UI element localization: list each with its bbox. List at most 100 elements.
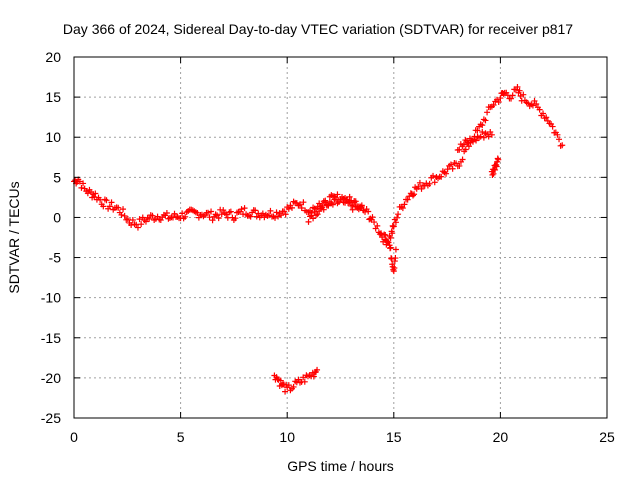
data-point [485, 133, 492, 140]
data-point [163, 209, 170, 216]
data-point [100, 203, 107, 210]
data-point [314, 211, 321, 218]
data-point [447, 161, 454, 168]
data-point [92, 190, 99, 197]
data-point [409, 192, 416, 199]
data-point [460, 141, 467, 148]
data-point [274, 376, 281, 383]
data-point [320, 206, 327, 213]
y-tick-label: -10 [41, 290, 61, 306]
series-dip-trace [382, 232, 399, 275]
data-point [369, 214, 376, 221]
data-point [500, 90, 507, 97]
data-point [273, 209, 280, 216]
data-point [387, 234, 394, 241]
data-point [288, 204, 295, 211]
data-point [473, 137, 480, 144]
data-point [371, 219, 378, 226]
data-point [514, 83, 521, 90]
grid-layer [74, 57, 607, 418]
data-point [556, 136, 563, 143]
data-point [392, 255, 399, 262]
x-tick-label: 10 [279, 429, 295, 445]
data-point [310, 215, 317, 222]
data-point [142, 218, 149, 225]
data-point [415, 183, 422, 190]
data-point [479, 128, 486, 135]
data-point [223, 211, 230, 218]
data-point [465, 139, 472, 146]
data-point [536, 106, 543, 113]
data-point [296, 201, 303, 208]
data-point [345, 199, 352, 206]
data-point [138, 221, 145, 228]
data-point [388, 255, 395, 262]
data-point [285, 382, 292, 389]
y-tick-label: 5 [53, 169, 61, 185]
data-point [456, 146, 463, 153]
data-point [80, 180, 87, 187]
data-point [118, 211, 125, 218]
data-point [121, 212, 128, 219]
data-point [300, 199, 307, 206]
data-point [209, 217, 216, 224]
data-point [232, 215, 239, 222]
data-point [115, 204, 122, 211]
x-tick-label: 20 [493, 429, 509, 445]
data-point [358, 202, 365, 209]
data-layer [71, 83, 566, 395]
data-point [404, 196, 411, 203]
data-point [129, 217, 136, 224]
tick-layer: 0 5 10 15 20 25 -25 -20 -15 -10 -5 0 5 10 15 20 [41, 49, 615, 445]
data-point [387, 244, 394, 251]
data-point [490, 101, 497, 108]
data-point [365, 208, 372, 215]
data-point [391, 264, 398, 271]
data-point [106, 203, 113, 210]
data-point [384, 238, 391, 245]
data-point [352, 198, 359, 205]
series-fragment-trace [488, 155, 502, 178]
data-point [128, 221, 135, 228]
data-point [520, 91, 527, 98]
y-tick-label: 20 [45, 49, 61, 65]
data-point [314, 366, 321, 373]
y-tick-label: -5 [49, 250, 62, 266]
data-point [480, 134, 487, 141]
data-point [411, 191, 418, 198]
y-tick-label: -25 [41, 410, 61, 426]
data-point [282, 388, 289, 395]
data-point [495, 99, 502, 106]
data-point [334, 191, 341, 198]
data-point [108, 199, 115, 206]
data-point [241, 205, 248, 212]
x-tick-label: 0 [70, 429, 78, 445]
data-point [374, 222, 381, 229]
data-point [298, 205, 305, 212]
data-point [488, 131, 495, 138]
data-point [136, 216, 143, 223]
data-point [329, 201, 336, 208]
data-point [531, 97, 538, 104]
data-point [275, 213, 282, 220]
data-point [378, 230, 385, 237]
data-point [554, 131, 561, 138]
data-point [533, 100, 540, 107]
data-point [385, 239, 392, 246]
data-point [179, 210, 186, 217]
y-axis-label: SDTVAR / TECUs [6, 181, 22, 293]
data-point [482, 117, 489, 124]
y-tick-label: -20 [41, 370, 61, 386]
data-point [392, 219, 399, 226]
data-point [395, 211, 402, 218]
data-point [120, 206, 127, 213]
data-point [252, 207, 259, 214]
data-point [382, 232, 389, 239]
data-point [238, 206, 245, 213]
data-point [543, 114, 550, 121]
data-point [317, 205, 324, 212]
data-point [489, 171, 496, 178]
data-point [509, 92, 516, 99]
data-point [282, 211, 289, 218]
